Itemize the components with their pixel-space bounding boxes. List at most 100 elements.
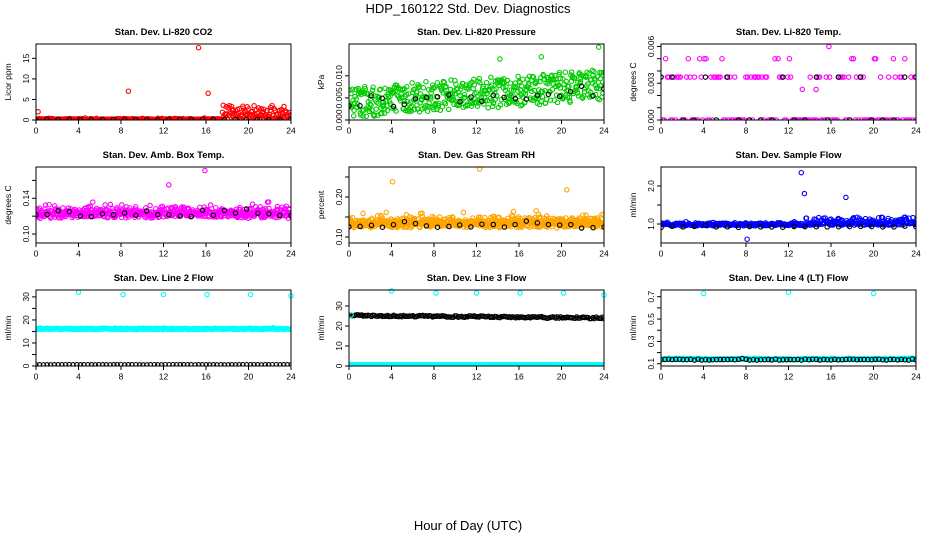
data-point <box>199 207 206 214</box>
data-point <box>140 362 146 366</box>
data-point <box>601 224 604 230</box>
data-point <box>857 223 864 230</box>
data-point <box>483 79 490 86</box>
data-point <box>868 117 875 120</box>
data-point <box>717 356 724 363</box>
data-point <box>805 117 812 120</box>
data-point <box>765 356 772 363</box>
x-tick-label: 0 <box>347 126 352 136</box>
data-point <box>850 214 857 221</box>
outlier-point <box>870 290 877 297</box>
y-tick-label: 0.10 <box>21 226 31 243</box>
data-point <box>850 356 856 362</box>
data-point <box>750 356 757 363</box>
data-point <box>446 223 452 230</box>
panel-title: Stan. Dev. Line 3 Flow <box>427 273 527 284</box>
data-point <box>891 117 897 120</box>
data-point <box>905 117 911 120</box>
data-point <box>155 211 161 218</box>
plot-frame <box>660 43 917 121</box>
data-point <box>243 206 250 212</box>
data-point <box>36 362 43 366</box>
data-point <box>880 357 886 363</box>
data-point <box>898 356 905 363</box>
data-point <box>554 99 561 106</box>
x-tick-label: 12 <box>784 372 794 382</box>
data-point <box>232 362 239 366</box>
data-point <box>868 356 875 363</box>
data-point <box>913 74 916 80</box>
data-point <box>446 92 452 98</box>
data-point <box>258 362 265 366</box>
data-point <box>367 96 374 102</box>
data-point <box>51 362 58 366</box>
data-point <box>860 74 866 80</box>
data-point <box>360 210 366 217</box>
data-point <box>824 224 830 230</box>
data-point <box>877 74 884 80</box>
data-point <box>787 74 794 80</box>
data-point <box>744 74 751 80</box>
data-point <box>107 201 114 208</box>
y-axis-label: percent <box>316 190 326 219</box>
data-point <box>848 55 855 62</box>
data-point <box>363 113 370 120</box>
y-tick-label: 0.003 <box>646 72 656 94</box>
data-point <box>515 73 521 80</box>
data-point <box>599 72 604 78</box>
data-point <box>506 100 512 106</box>
x-tick-label: 20 <box>244 126 254 136</box>
data-point <box>574 87 580 93</box>
data-point <box>568 221 574 228</box>
y-tick-label: 0.20 <box>334 188 344 205</box>
data-point <box>743 74 749 80</box>
data-point <box>772 55 778 62</box>
data-point <box>423 78 429 85</box>
data-point <box>534 220 541 226</box>
outlier-point <box>205 90 211 97</box>
data-point <box>523 218 530 224</box>
data-point <box>598 83 604 89</box>
data-point <box>440 78 447 85</box>
data-point <box>456 222 463 228</box>
data-point <box>590 93 596 99</box>
data-point <box>468 224 474 230</box>
data-point <box>221 207 228 214</box>
data-point <box>669 356 675 363</box>
data-point <box>662 356 668 363</box>
data-point <box>155 362 161 366</box>
data-point <box>728 356 734 363</box>
data-point <box>857 74 864 80</box>
data-point <box>694 117 701 120</box>
outlier-point <box>798 169 805 176</box>
data-point <box>804 117 810 120</box>
data-point <box>722 117 728 120</box>
data-point <box>556 93 563 100</box>
data-point <box>757 224 764 230</box>
data-point <box>415 81 421 88</box>
data-point <box>251 361 257 366</box>
data-point <box>393 108 399 114</box>
data-point <box>846 117 853 120</box>
data-point <box>77 362 84 366</box>
x-tick-label: 4 <box>701 372 706 382</box>
data-point <box>368 102 374 108</box>
data-point <box>735 117 742 120</box>
data-point <box>863 117 870 120</box>
x-tick-label: 12 <box>159 126 169 136</box>
data-point <box>562 69 569 75</box>
data-point <box>288 212 291 219</box>
data-point <box>285 110 291 117</box>
data-point <box>44 211 50 218</box>
data-point <box>210 116 216 120</box>
data-point <box>408 103 415 110</box>
outlier-point <box>843 194 849 201</box>
data-point <box>355 91 362 97</box>
data-point <box>229 107 236 114</box>
data-point <box>273 361 280 366</box>
data-point <box>409 80 415 86</box>
data-point <box>701 55 707 62</box>
data-point <box>685 55 692 62</box>
data-point <box>845 74 852 80</box>
data-point <box>377 86 383 93</box>
